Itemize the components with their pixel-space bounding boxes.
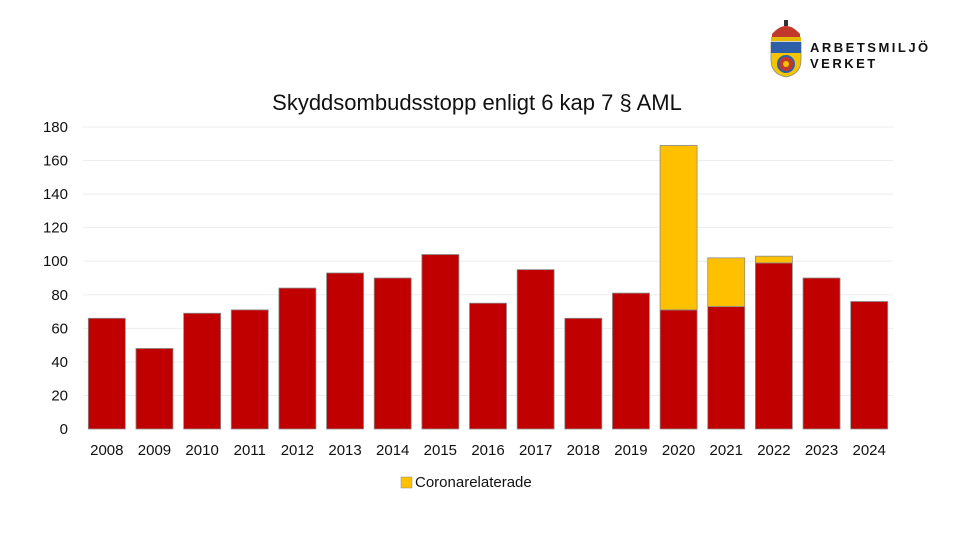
y-tick-label: 60 [51, 320, 68, 337]
bar [421, 254, 460, 430]
x-tick-label: 2018 [567, 442, 600, 459]
bar [135, 348, 174, 430]
x-tick-label: 2015 [424, 442, 457, 459]
bar-corona [659, 145, 698, 311]
bar-corona [754, 255, 793, 264]
x-tick-label: 2019 [614, 442, 647, 459]
x-tick-label: 2021 [710, 442, 743, 459]
bar [469, 302, 507, 430]
bar [516, 269, 555, 430]
bar-corona [707, 257, 746, 307]
y-tick-label: 120 [43, 220, 68, 237]
x-tick-label: 2024 [852, 442, 885, 459]
arbetsmiljoverket-logo: ARBETSMILJÖ VERKET [768, 20, 928, 80]
chart-title: Skyddsombudsstopp enligt 6 kap 7 § AML [272, 90, 682, 115]
bar [278, 287, 317, 430]
x-tick-label: 2014 [376, 442, 409, 459]
y-tick-label: 0 [60, 421, 68, 438]
bar [564, 317, 603, 430]
bar [850, 301, 889, 430]
x-tick-label: 2010 [185, 442, 218, 459]
bar [802, 277, 841, 430]
x-tick-label: 2008 [90, 442, 123, 459]
x-tick-label: 2022 [757, 442, 790, 459]
bar [754, 262, 793, 430]
x-tick-label: 2009 [138, 442, 171, 459]
y-tick-label: 20 [51, 387, 68, 404]
x-tick-label: 2012 [281, 442, 314, 459]
bar [326, 272, 364, 430]
bar [373, 277, 412, 430]
y-tick-label: 140 [43, 186, 68, 203]
bar [183, 312, 222, 430]
x-tick-label: 2011 [234, 442, 266, 459]
x-tick-label: 2017 [519, 442, 552, 459]
x-tick-label: 2013 [328, 442, 361, 459]
y-tick-label: 100 [43, 253, 68, 270]
y-tick-label: 160 [43, 153, 68, 170]
logo-text: ARBETSMILJÖ VERKET [810, 40, 931, 71]
bar [707, 306, 746, 430]
bar [87, 317, 126, 430]
legend-swatch-corona [400, 476, 413, 489]
y-tick-label: 80 [51, 287, 68, 304]
x-tick-label: 2023 [805, 442, 838, 459]
coat-of-arms-icon [770, 20, 802, 78]
y-tick-label: 40 [51, 354, 68, 371]
legend-label-corona: Coronarelaterade [415, 474, 532, 491]
bar [230, 309, 269, 430]
bar [612, 292, 650, 430]
x-tick-label: 2020 [662, 442, 695, 459]
x-tick-label: 2016 [471, 442, 504, 459]
y-tick-label: 180 [43, 119, 68, 136]
bar [659, 309, 698, 430]
legend: Coronarelaterade [400, 474, 532, 491]
